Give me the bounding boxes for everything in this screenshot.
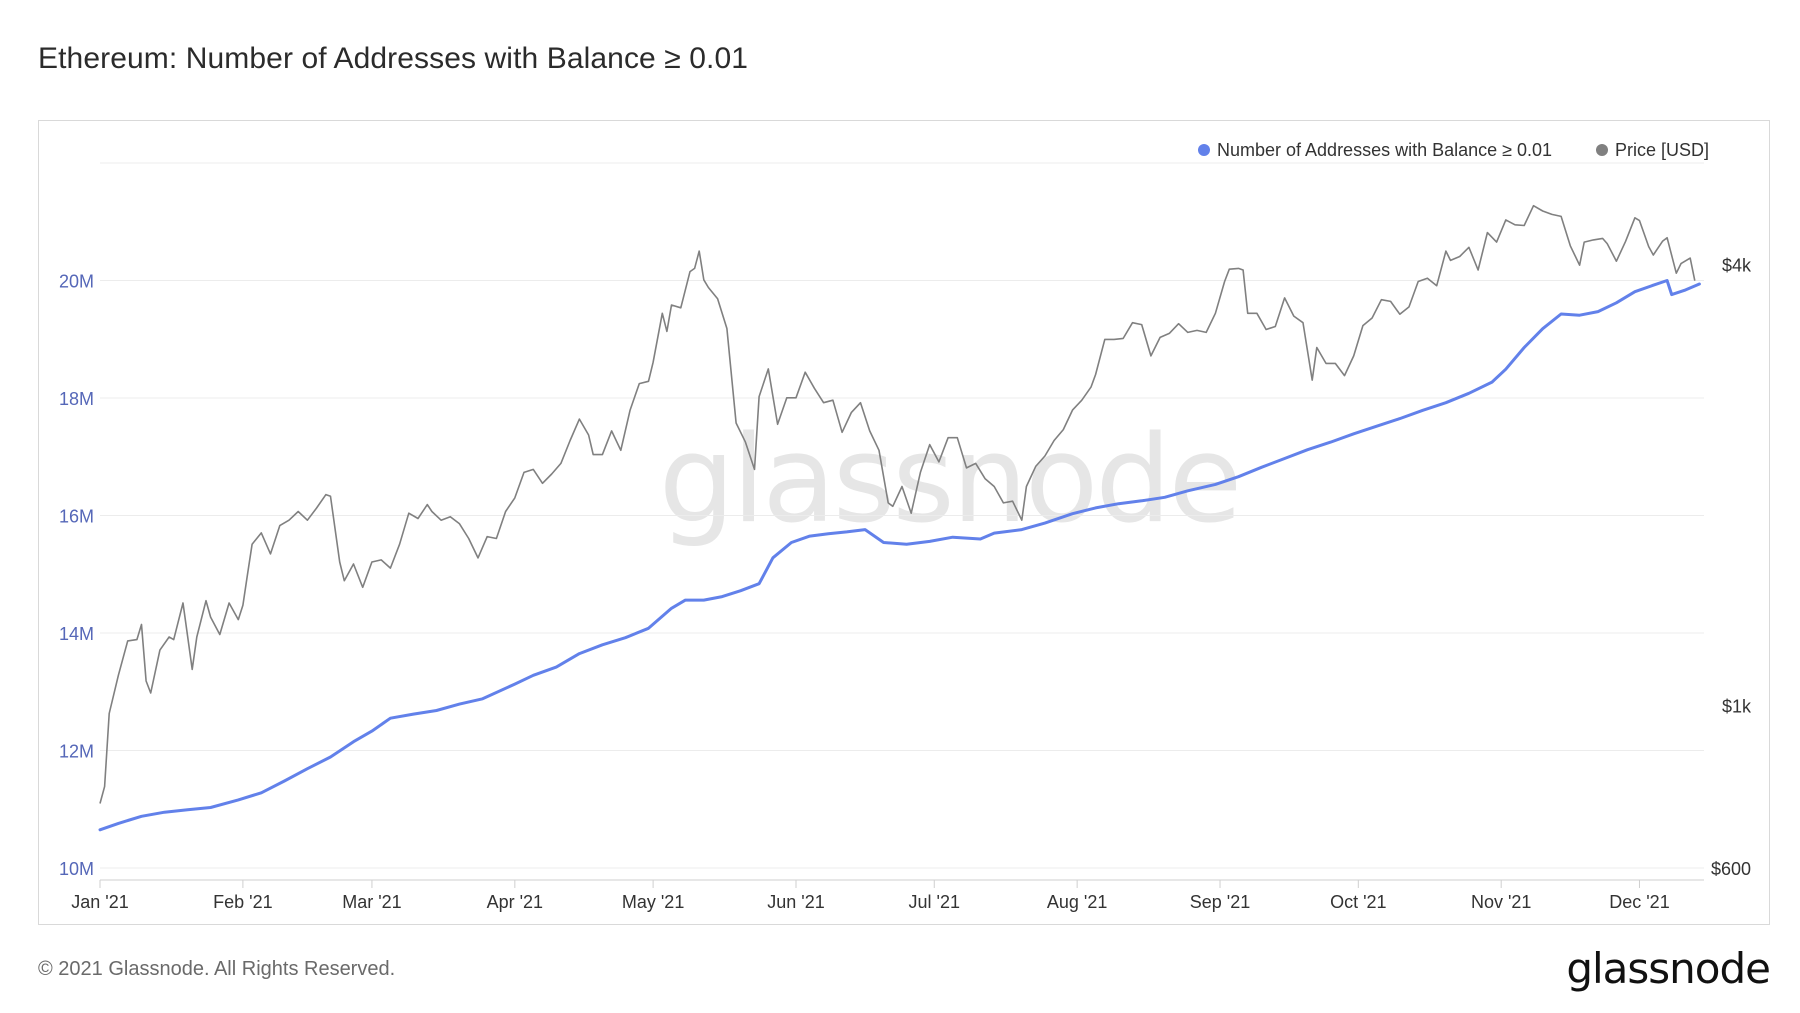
x-axis-tick-label: Jun '21	[767, 892, 824, 912]
chart-title: Ethereum: Number of Addresses with Balan…	[38, 42, 749, 75]
x-axis-tick-label: Oct '21	[1330, 892, 1386, 912]
legend-item-addresses[interactable]: Number of Addresses with Balance ≥ 0.01	[1198, 140, 1552, 160]
price-line[interactable]	[99, 204, 1696, 804]
x-axis-tick-label: Jan '21	[71, 892, 128, 912]
x-axis-tick-label: Nov '21	[1471, 892, 1531, 912]
addresses-line[interactable]	[98, 279, 1701, 832]
legend-swatch	[1198, 144, 1210, 156]
legend-label: Price [USD]	[1615, 140, 1709, 160]
left-axis-tick-label: 14M	[59, 624, 94, 644]
left-axis-tick-label: 20M	[59, 272, 94, 292]
x-axis-tick-label: Jul '21	[909, 892, 960, 912]
x-axis-tick-label: Aug '21	[1047, 892, 1108, 912]
left-axis-tick-label: 16M	[59, 507, 94, 527]
x-axis-tick-label: Dec '21	[1609, 892, 1669, 912]
right-axis-tick-label: $600	[1711, 859, 1751, 879]
watermark: glassnode	[659, 411, 1240, 550]
right-axis-tick-label: $1k	[1722, 696, 1752, 716]
legend-label: Number of Addresses with Balance ≥ 0.01	[1217, 140, 1552, 160]
chart-canvas[interactable]: glassnode 10M 12M 14M 16M 18M 20M $600 $1k $4k Ja…	[39, 121, 1771, 926]
glassnode-logo: glassnode	[1566, 944, 1771, 993]
x-axis-tick-label: Apr '21	[487, 892, 543, 912]
legend: Number of Addresses with Balance ≥ 0.01 P…	[1198, 140, 1709, 160]
x-axis-tick-label: Mar '21	[342, 892, 401, 912]
legend-swatch	[1596, 144, 1608, 156]
chart-panel: glassnode 10M 12M 14M 16M 18M 20M $600 $1k $4k Ja…	[38, 120, 1770, 925]
left-axis-tick-label: 18M	[59, 389, 94, 409]
axes: 10M 12M 14M 16M 18M 20M $600 $1k $4k Jan '21 Feb '…	[59, 255, 1752, 912]
series-layer	[98, 204, 1701, 832]
x-axis-tick-label: Sep '21	[1190, 892, 1251, 912]
right-axis-tick-label: $4k	[1722, 255, 1752, 275]
copyright-text: © 2021 Glassnode. All Rights Reserved.	[38, 958, 396, 980]
grid-lines	[100, 162, 1704, 869]
left-axis-tick-label: 12M	[59, 742, 94, 762]
left-axis-tick-label: 10M	[59, 859, 94, 879]
x-axis-tick-label: Feb '21	[213, 892, 272, 912]
x-axis-tick-label: May '21	[622, 892, 684, 912]
legend-item-price[interactable]: Price [USD]	[1596, 140, 1709, 160]
